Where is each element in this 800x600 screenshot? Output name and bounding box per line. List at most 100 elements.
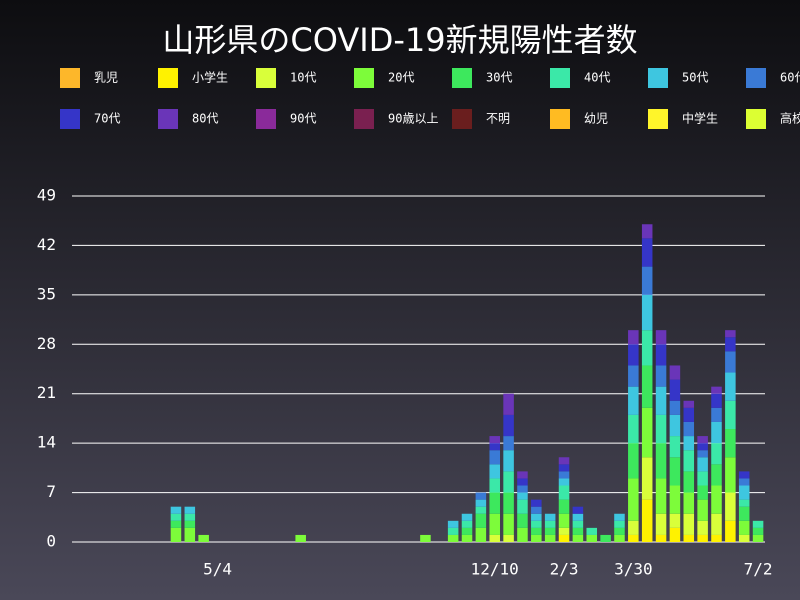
bar-segment (184, 506, 196, 514)
bar-segment (558, 527, 570, 535)
legend-label: 90歳以上 (388, 112, 438, 126)
bar-segment (683, 450, 695, 472)
bar-segment (641, 224, 653, 239)
bar-segment (461, 534, 473, 542)
legend-swatch (746, 109, 766, 129)
bar-segment (655, 344, 667, 366)
bar-segment (641, 499, 653, 542)
bar-segment (614, 527, 625, 535)
legend-label: 80代 (192, 112, 218, 126)
bar-segment (655, 330, 667, 345)
bar-segment (641, 457, 653, 500)
bar-segment (669, 485, 681, 514)
bar-segment (655, 534, 667, 542)
x-tick-label: 7/2 (744, 560, 773, 579)
x-tick-label: 3/30 (614, 560, 653, 579)
bar-segment (641, 407, 653, 458)
bar-segment (531, 520, 542, 528)
y-tick-label: 21 (37, 383, 56, 402)
bar-segment (531, 506, 542, 514)
legend-swatch (354, 109, 374, 129)
legend-label: 70代 (94, 112, 120, 126)
bar-segment (475, 506, 487, 514)
x-tick-label: 2/3 (550, 560, 579, 579)
bar-segment (738, 520, 750, 535)
legend-swatch (60, 109, 80, 129)
bar-segment (655, 386, 667, 415)
bar-segment (558, 457, 570, 465)
bar-segment (628, 443, 639, 479)
bar-segment (725, 492, 736, 521)
bar-segment (544, 520, 556, 528)
bar-segment (752, 520, 764, 528)
bar-segment (683, 534, 695, 542)
bar-segment (711, 464, 722, 486)
bar-segment (683, 436, 695, 451)
y-tick-label: 14 (37, 433, 56, 452)
bar-segment (170, 520, 182, 528)
bar-segment (517, 485, 528, 493)
bar-segment (697, 457, 708, 472)
bar-segment (198, 534, 209, 542)
bar-segment (531, 527, 542, 535)
bar-segment (503, 492, 514, 514)
legend-swatch (452, 68, 472, 88)
bar-segment (503, 471, 514, 493)
bar-segment (738, 471, 750, 479)
bar-segment (711, 534, 722, 542)
bar-segment (683, 407, 695, 422)
bar-segment (517, 513, 528, 528)
bar-segment (489, 464, 500, 479)
bar-segment (614, 534, 625, 542)
bar-segment (572, 506, 584, 514)
bar-segment (447, 527, 459, 535)
bar-segment (628, 534, 639, 542)
bar-segment (711, 443, 722, 465)
bar-segment (669, 379, 681, 401)
bar-segment (586, 527, 598, 535)
bar-segment (517, 492, 528, 500)
bar-segment (184, 520, 196, 528)
legend-swatch (746, 68, 766, 88)
bar-segment (655, 365, 667, 387)
legend-label: 40代 (584, 71, 610, 85)
bar-segment (628, 344, 639, 366)
legend-label: 高校生 (780, 111, 800, 126)
bar-segment (447, 520, 459, 528)
legend-swatch (648, 109, 668, 129)
bar-segment (683, 471, 695, 493)
legend-label: 小学生 (192, 70, 228, 85)
bar-segment (628, 386, 639, 415)
bar-segment (489, 450, 500, 465)
y-tick-label: 7 (46, 482, 56, 501)
bar-segment (517, 471, 528, 479)
bar-segment (697, 499, 708, 521)
bar-segment (669, 513, 681, 528)
bar-segment (697, 471, 708, 486)
legend-swatch (158, 68, 178, 88)
bar-segment (738, 499, 750, 507)
bar-segment (489, 534, 500, 542)
legend-label: 90代 (290, 112, 316, 126)
bar-segment (628, 520, 639, 535)
bar-segment (475, 527, 487, 542)
legend-swatch (354, 68, 374, 88)
bar-segment (475, 499, 487, 507)
bar-segment (544, 513, 556, 521)
bar-segment (655, 513, 667, 535)
bar-segment (641, 238, 653, 267)
bar-segment (531, 513, 542, 521)
bar-segment (683, 421, 695, 437)
legend-label: 中学生 (682, 111, 718, 126)
legend-label: 10代 (290, 71, 316, 85)
bar-segment (752, 534, 764, 542)
bar-segment (683, 492, 695, 514)
legend-swatch (648, 68, 668, 88)
bar-segment (628, 414, 639, 444)
legend-swatch (550, 68, 570, 88)
y-tick-label: 0 (46, 532, 56, 551)
bar-segment (572, 534, 584, 542)
bar-segment (170, 506, 182, 514)
bar-segment (170, 513, 182, 521)
bar-segment (558, 485, 570, 500)
